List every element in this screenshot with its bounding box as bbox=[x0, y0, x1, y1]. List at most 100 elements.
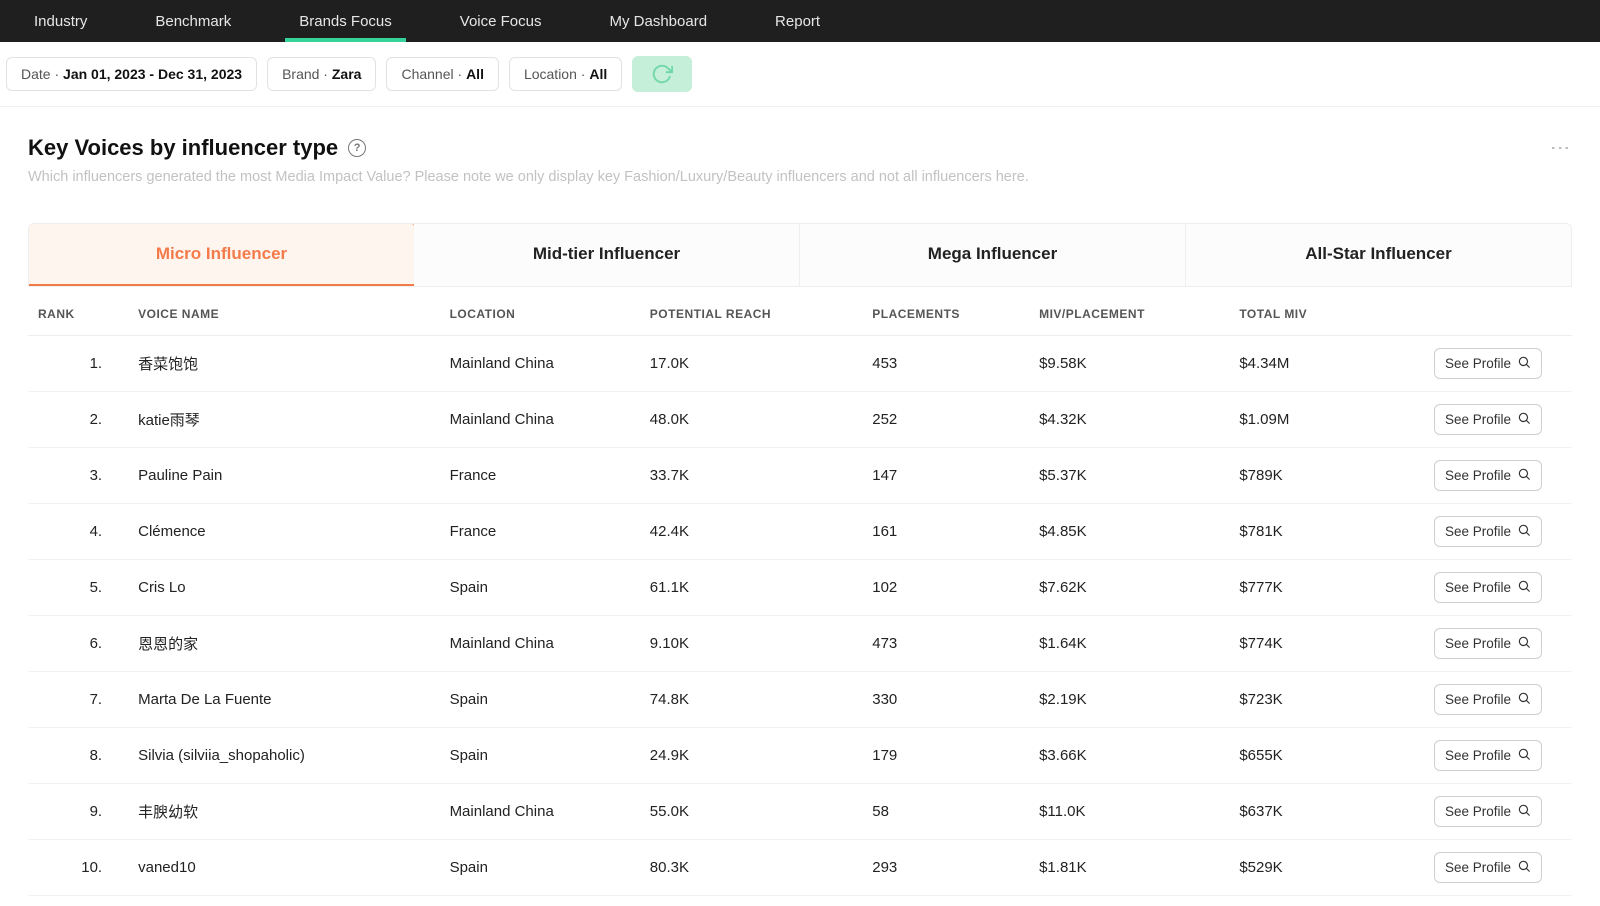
cell-voice-name: 丰腴幼软 bbox=[128, 784, 439, 840]
nav-item-report[interactable]: Report bbox=[761, 3, 834, 40]
cell-action: See Profile bbox=[1407, 728, 1572, 784]
cell-location: Mainland China bbox=[440, 392, 640, 448]
see-profile-button[interactable]: See Profile bbox=[1434, 684, 1542, 715]
nav-item-my-dashboard[interactable]: My Dashboard bbox=[596, 3, 722, 40]
nav-item-industry[interactable]: Industry bbox=[20, 3, 101, 40]
tab-all-star-influencer[interactable]: All-Star Influencer bbox=[1186, 224, 1571, 286]
col-total-miv: TOTAL MIV bbox=[1229, 287, 1407, 336]
page-body: Key Voices by influencer type ? ⋮ Which … bbox=[0, 107, 1600, 906]
refresh-icon bbox=[651, 63, 673, 85]
see-profile-button[interactable]: See Profile bbox=[1434, 460, 1542, 491]
cell-placements: 293 bbox=[862, 840, 1029, 896]
search-icon bbox=[1517, 635, 1531, 652]
cell-placements: 473 bbox=[862, 616, 1029, 672]
table-header-row: RANK VOICE NAME LOCATION POTENTIAL REACH… bbox=[28, 287, 1572, 336]
cell-rank: 5. bbox=[28, 560, 128, 616]
col-reach: POTENTIAL REACH bbox=[640, 287, 862, 336]
cell-rank: 7. bbox=[28, 672, 128, 728]
filter-brand[interactable]: Brand · Zara bbox=[267, 57, 376, 91]
cell-rank: 1. bbox=[28, 336, 128, 392]
cell-miv-placement: $4.32K bbox=[1029, 392, 1229, 448]
see-profile-label: See Profile bbox=[1445, 468, 1511, 483]
search-icon bbox=[1517, 467, 1531, 484]
cell-placements: 330 bbox=[862, 672, 1029, 728]
see-profile-label: See Profile bbox=[1445, 692, 1511, 707]
filter-channel-value: All bbox=[466, 66, 484, 82]
cell-reach: 48.0K bbox=[640, 392, 862, 448]
cell-miv-placement: $1.64K bbox=[1029, 616, 1229, 672]
see-profile-label: See Profile bbox=[1445, 580, 1511, 595]
filter-date[interactable]: Date · Jan 01, 2023 - Dec 31, 2023 bbox=[6, 57, 257, 91]
see-profile-button[interactable]: See Profile bbox=[1434, 348, 1542, 379]
cell-miv-placement: $1.81K bbox=[1029, 840, 1229, 896]
cell-reach: 42.4K bbox=[640, 504, 862, 560]
search-icon bbox=[1517, 803, 1531, 820]
cell-location: Mainland China bbox=[440, 336, 640, 392]
nav-item-brands-focus[interactable]: Brands Focus bbox=[285, 3, 406, 40]
see-profile-label: See Profile bbox=[1445, 524, 1511, 539]
cell-reach: 17.0K bbox=[640, 336, 862, 392]
see-profile-button[interactable]: See Profile bbox=[1434, 740, 1542, 771]
see-profile-label: See Profile bbox=[1445, 356, 1511, 371]
filter-date-value: Jan 01, 2023 - Dec 31, 2023 bbox=[63, 66, 242, 82]
col-placements: PLACEMENTS bbox=[862, 287, 1029, 336]
cell-voice-name: katie雨琴 bbox=[128, 392, 439, 448]
filter-location[interactable]: Location · All bbox=[509, 57, 622, 91]
cell-total-miv: $655K bbox=[1229, 728, 1407, 784]
see-profile-button[interactable]: See Profile bbox=[1434, 796, 1542, 827]
nav-item-benchmark[interactable]: Benchmark bbox=[141, 3, 245, 40]
cell-total-miv: $723K bbox=[1229, 672, 1407, 728]
cell-miv-placement: $4.85K bbox=[1029, 504, 1229, 560]
table-row: 9.丰腴幼软Mainland China55.0K58$11.0K$637KSe… bbox=[28, 784, 1572, 840]
cell-total-miv: $1.09M bbox=[1229, 392, 1407, 448]
cell-action: See Profile bbox=[1407, 672, 1572, 728]
cell-rank: 2. bbox=[28, 392, 128, 448]
tab-micro-influencer[interactable]: Micro Influencer bbox=[28, 223, 415, 287]
table-row: 4.ClémenceFrance42.4K161$4.85K$781KSee P… bbox=[28, 504, 1572, 560]
help-icon[interactable]: ? bbox=[348, 139, 366, 157]
influencer-tabs: Micro InfluencerMid-tier InfluencerMega … bbox=[28, 223, 1572, 287]
nav-item-voice-focus[interactable]: Voice Focus bbox=[446, 3, 556, 40]
see-profile-button[interactable]: See Profile bbox=[1434, 572, 1542, 603]
table-row: 6.恩恩的家Mainland China9.10K473$1.64K$774KS… bbox=[28, 616, 1572, 672]
cell-action: See Profile bbox=[1407, 784, 1572, 840]
tab-mega-influencer[interactable]: Mega Influencer bbox=[800, 224, 1186, 286]
cell-miv-placement: $2.19K bbox=[1029, 672, 1229, 728]
page-title: Key Voices by influencer type ? bbox=[28, 135, 366, 161]
tab-mid-tier-influencer[interactable]: Mid-tier Influencer bbox=[414, 224, 800, 286]
refresh-button[interactable] bbox=[632, 56, 692, 92]
see-profile-button[interactable]: See Profile bbox=[1434, 516, 1542, 547]
see-profile-button[interactable]: See Profile bbox=[1434, 404, 1542, 435]
col-location: LOCATION bbox=[440, 287, 640, 336]
filter-date-label: Date bbox=[21, 66, 51, 82]
cell-miv-placement: $7.62K bbox=[1029, 560, 1229, 616]
cell-total-miv: $777K bbox=[1229, 560, 1407, 616]
cell-location: Spain bbox=[440, 840, 640, 896]
cell-placements: 147 bbox=[862, 448, 1029, 504]
cell-voice-name: Pauline Pain bbox=[128, 448, 439, 504]
see-profile-label: See Profile bbox=[1445, 748, 1511, 763]
col-miv-placement: MIV/PLACEMENT bbox=[1029, 287, 1229, 336]
filter-brand-value: Zara bbox=[332, 66, 362, 82]
see-profile-button[interactable]: See Profile bbox=[1434, 628, 1542, 659]
filter-channel[interactable]: Channel · All bbox=[386, 57, 499, 91]
see-profile-button[interactable]: See Profile bbox=[1434, 852, 1542, 883]
cell-action: See Profile bbox=[1407, 560, 1572, 616]
more-menu-icon[interactable]: ⋮ bbox=[1548, 138, 1572, 159]
cell-reach: 61.1K bbox=[640, 560, 862, 616]
cell-placements: 161 bbox=[862, 504, 1029, 560]
see-profile-label: See Profile bbox=[1445, 412, 1511, 427]
table-row: 8.Silvia (silviia_shopaholic)Spain24.9K1… bbox=[28, 728, 1572, 784]
cell-reach: 24.9K bbox=[640, 728, 862, 784]
cell-miv-placement: $3.66K bbox=[1029, 728, 1229, 784]
cell-miv-placement: $5.37K bbox=[1029, 448, 1229, 504]
search-icon bbox=[1517, 523, 1531, 540]
col-voice-name: VOICE NAME bbox=[128, 287, 439, 336]
cell-total-miv: $529K bbox=[1229, 840, 1407, 896]
cell-location: Mainland China bbox=[440, 616, 640, 672]
cell-rank: 3. bbox=[28, 448, 128, 504]
filter-location-label: Location bbox=[524, 66, 577, 82]
col-action bbox=[1407, 287, 1572, 336]
search-icon bbox=[1517, 747, 1531, 764]
cell-placements: 453 bbox=[862, 336, 1029, 392]
